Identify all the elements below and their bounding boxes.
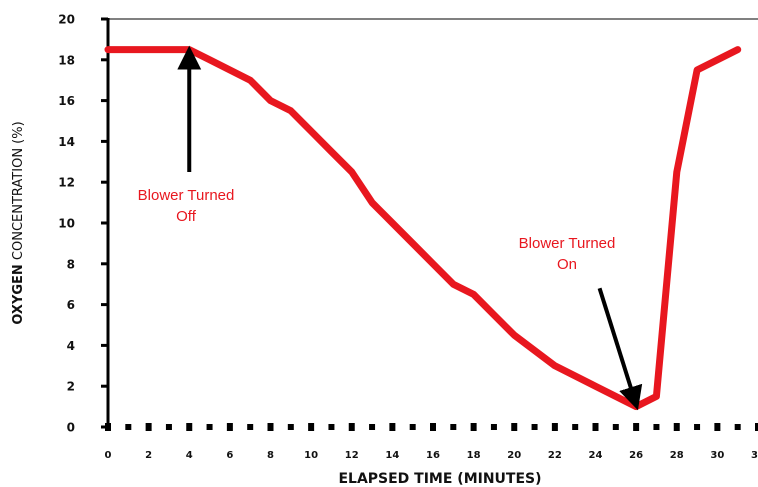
x-tick-label: 12 xyxy=(345,450,359,461)
x-tick-label: 26 xyxy=(629,450,643,461)
y-tick-label: 14 xyxy=(58,135,75,149)
y-tick-label: 20 xyxy=(58,13,75,27)
x-tick-label: 10 xyxy=(304,450,318,461)
x-tick-mark xyxy=(755,423,758,431)
x-tick-mark xyxy=(389,423,396,431)
x-tick-mark xyxy=(226,423,233,431)
annotation-text: On xyxy=(557,256,577,273)
x-tick-mark xyxy=(348,423,355,431)
y-axis-title: OXYGEN CONCENTRATION (%) xyxy=(11,121,26,324)
x-tick-mark xyxy=(247,424,254,430)
x-tick-label: 0 xyxy=(105,450,112,461)
annotation: Blower Turned On xyxy=(519,235,643,411)
y-tick-label: 4 xyxy=(67,339,75,353)
x-tick-mark xyxy=(694,424,701,430)
y-tick-label: 0 xyxy=(67,421,75,435)
x-tick-mark xyxy=(287,424,294,430)
annotation-arrow xyxy=(597,287,643,411)
x-tick-mark xyxy=(531,424,538,430)
x-tick-mark xyxy=(145,423,152,431)
y-tick-label: 10 xyxy=(58,217,75,231)
x-tick-mark xyxy=(714,423,721,431)
x-tick-label: 20 xyxy=(507,450,521,461)
x-tick-mark xyxy=(328,424,335,430)
x-tick-label: 2 xyxy=(145,450,152,461)
annotation: Blower Turned Off xyxy=(138,45,235,225)
y-tick-label: 12 xyxy=(58,176,75,190)
y-axis-title-bold: OXYGEN xyxy=(11,264,26,324)
x-tick-mark xyxy=(511,423,518,431)
series-line-oxygen xyxy=(104,46,742,411)
annotation-text: Blower Turned xyxy=(519,235,616,252)
x-tick-label: 4 xyxy=(186,450,193,461)
y-axis-title-rest: CONCENTRATION (%) xyxy=(11,121,26,264)
x-tick-mark xyxy=(308,423,315,431)
x-tick-mark xyxy=(430,423,436,431)
x-tick-label: 24 xyxy=(589,450,603,461)
y-tick-label: 6 xyxy=(67,298,75,312)
annotation-text: Blower Turned xyxy=(138,187,235,204)
y-axis-ticks: 0 2 4 6 8 10 12 14 16 18 20 xyxy=(58,13,108,435)
x-tick-mark xyxy=(267,423,274,431)
x-tick-mark xyxy=(470,423,477,431)
annotation-text: Off xyxy=(176,208,197,225)
x-tick-mark xyxy=(186,423,193,431)
x-tick-mark xyxy=(490,424,497,430)
x-tick-mark xyxy=(206,424,213,430)
x-axis-dashed-line xyxy=(105,423,758,431)
x-tick-mark xyxy=(409,424,416,430)
x-tick-mark xyxy=(592,423,599,431)
x-tick-mark xyxy=(165,424,172,430)
x-tick-label: 14 xyxy=(385,450,399,461)
x-tick-label: 18 xyxy=(467,450,481,461)
x-tick-mark xyxy=(450,424,457,430)
x-tick-label: 30 xyxy=(710,450,724,461)
annotations: Blower Turned Off Blower Turned On xyxy=(138,45,643,411)
x-axis-title: ELAPSED TIME (MINUTES) xyxy=(338,471,541,487)
x-tick-mark xyxy=(673,423,680,431)
x-tick-mark xyxy=(734,424,741,430)
y-tick-label: 18 xyxy=(58,53,75,67)
x-tick-mark xyxy=(633,423,640,431)
x-tick-mark xyxy=(653,424,660,430)
x-tick-label: 8 xyxy=(267,450,274,461)
x-tick-label: 28 xyxy=(670,450,684,461)
y-tick-label: 8 xyxy=(67,257,75,271)
x-tick-mark xyxy=(551,423,558,431)
x-axis-ticks: 02468101214161820222426283032 xyxy=(105,450,758,461)
x-tick-label: 32 xyxy=(751,450,758,461)
x-tick-label: 6 xyxy=(226,450,233,461)
x-tick-label: 16 xyxy=(426,450,440,461)
x-tick-mark xyxy=(612,424,619,430)
x-tick-label: 22 xyxy=(548,450,562,461)
y-tick-label: 2 xyxy=(67,380,75,394)
x-tick-mark xyxy=(572,424,579,430)
x-tick-mark xyxy=(369,424,376,430)
x-tick-mark xyxy=(125,424,132,430)
y-tick-label: 16 xyxy=(58,94,75,108)
